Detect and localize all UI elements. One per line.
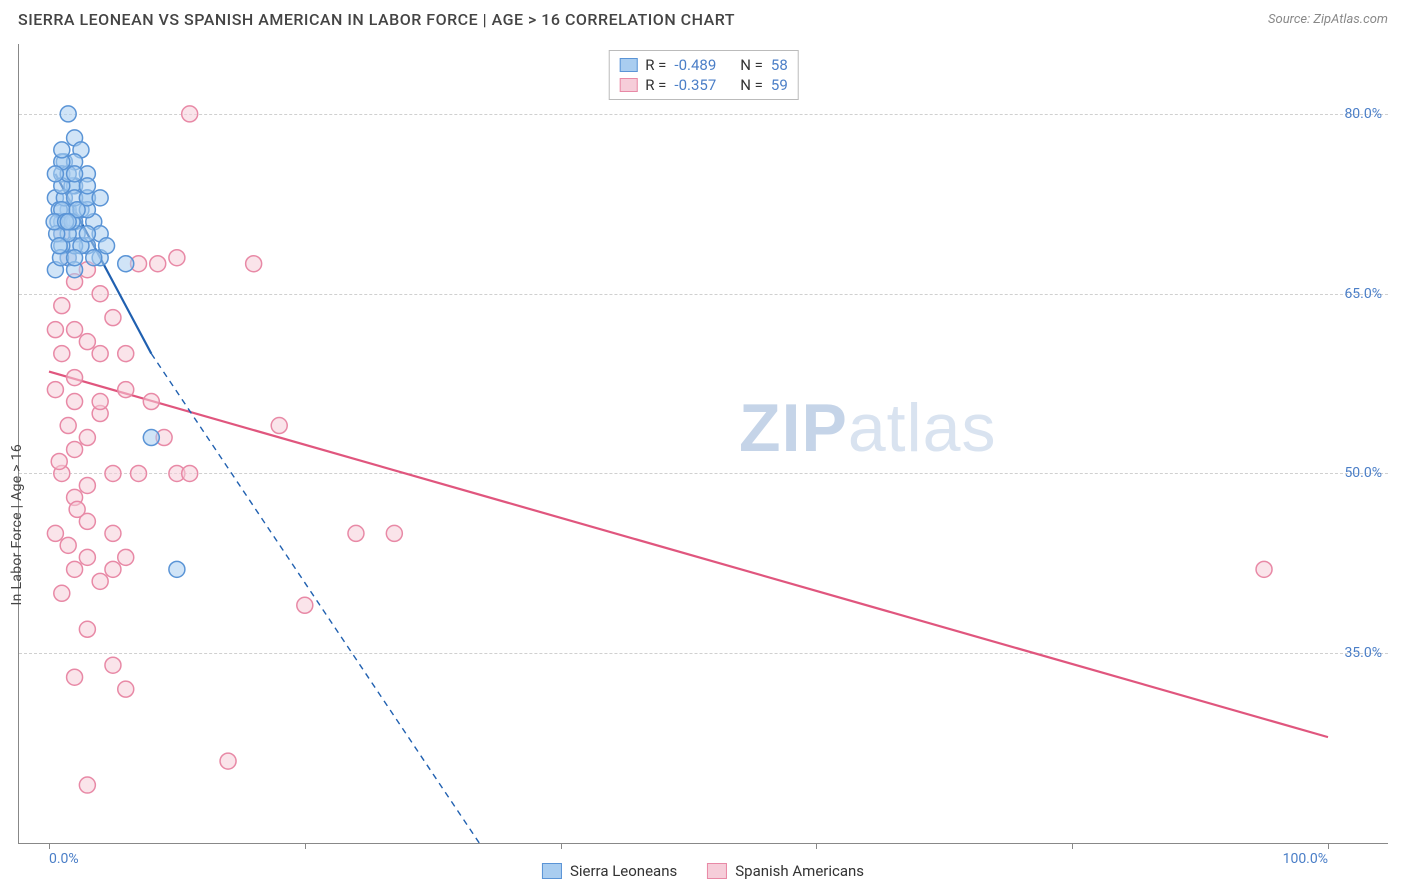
data-point: [67, 166, 83, 182]
corr-n-label: N =: [740, 76, 763, 94]
data-point: [67, 561, 83, 577]
legend-label-1: Sierra Leoneans: [570, 862, 677, 880]
data-point: [150, 256, 166, 272]
xtick-mark: [49, 843, 50, 849]
data-point: [105, 310, 121, 326]
data-point: [60, 214, 76, 230]
xtick-mark: [305, 843, 306, 849]
data-point: [79, 178, 95, 194]
data-point: [169, 561, 185, 577]
data-point: [92, 346, 108, 362]
data-point: [92, 190, 108, 206]
xtick-mark: [1072, 843, 1073, 849]
data-point: [169, 250, 185, 266]
data-point: [92, 573, 108, 589]
xtick-label: 100.0%: [1283, 851, 1328, 867]
data-point: [79, 549, 95, 565]
xtick-mark: [816, 843, 817, 849]
data-point: [118, 256, 134, 272]
scatter-plot-svg: [19, 44, 1388, 843]
corr-n-label: N =: [740, 56, 763, 74]
legend-item-2: Spanish Americans: [707, 862, 864, 880]
data-point: [99, 238, 115, 254]
data-point: [182, 465, 198, 481]
data-point: [297, 597, 313, 613]
data-point: [86, 250, 102, 266]
data-point: [67, 394, 83, 410]
data-point: [105, 561, 121, 577]
legend-swatch-1: [542, 863, 562, 879]
data-point: [131, 465, 147, 481]
data-point: [69, 501, 85, 517]
data-point: [67, 250, 83, 266]
xtick-mark: [561, 843, 562, 849]
corr-r-val-2: -0.357: [674, 76, 716, 94]
legend-swatch-2: [707, 863, 727, 879]
data-point: [348, 525, 364, 541]
chart-source: Source: ZipAtlas.com: [1268, 12, 1388, 27]
corr-r-label: R =: [645, 76, 666, 94]
data-point: [60, 106, 76, 122]
data-point: [54, 346, 70, 362]
data-point: [47, 525, 63, 541]
data-point: [79, 477, 95, 493]
bottom-legend: Sierra Leoneans Spanish Americans: [542, 862, 864, 880]
correlation-row-2: R = -0.357 N = 59: [619, 75, 788, 95]
corr-n-val-1: 58: [771, 56, 788, 74]
data-point: [47, 322, 63, 338]
data-point: [67, 322, 83, 338]
data-point: [60, 418, 76, 434]
data-point: [105, 525, 121, 541]
data-point: [246, 256, 262, 272]
data-point: [54, 585, 70, 601]
data-point: [54, 142, 70, 158]
trend-line-dashed: [151, 354, 496, 843]
correlation-row-1: R = -0.489 N = 58: [619, 55, 788, 75]
corr-n-val-2: 59: [771, 76, 788, 94]
data-point: [143, 394, 159, 410]
data-point: [79, 226, 95, 242]
data-point: [271, 418, 287, 434]
chart-title: SIERRA LEONEAN VS SPANISH AMERICAN IN LA…: [18, 10, 735, 29]
data-point: [67, 669, 83, 685]
data-point: [60, 537, 76, 553]
legend-item-1: Sierra Leoneans: [542, 862, 677, 880]
data-point: [1256, 561, 1272, 577]
data-point: [92, 286, 108, 302]
data-point: [51, 238, 67, 254]
corr-r-label: R =: [645, 56, 666, 74]
data-point: [105, 657, 121, 673]
data-point: [67, 370, 83, 386]
corr-r-val-1: -0.489: [674, 56, 716, 74]
data-point: [118, 681, 134, 697]
data-point: [118, 382, 134, 398]
chart-area: ZIPatlas In Labor Force | Age > 16 R = -…: [18, 44, 1388, 844]
data-point: [182, 106, 198, 122]
data-point: [105, 465, 121, 481]
data-point: [118, 549, 134, 565]
data-point: [47, 382, 63, 398]
legend-label-2: Spanish Americans: [735, 862, 864, 880]
data-point: [143, 430, 159, 446]
trend-line-solid: [49, 372, 1328, 738]
xtick-label: 0.0%: [49, 851, 79, 867]
corr-swatch-1: [619, 58, 637, 72]
correlation-box: R = -0.489 N = 58 R = -0.357 N = 59: [608, 50, 799, 100]
data-point: [67, 441, 83, 457]
data-point: [54, 298, 70, 314]
data-point: [220, 753, 236, 769]
data-point: [51, 453, 67, 469]
chart-header: SIERRA LEONEAN VS SPANISH AMERICAN IN LA…: [0, 0, 1406, 35]
data-point: [79, 430, 95, 446]
corr-swatch-2: [619, 78, 637, 92]
data-point: [92, 394, 108, 410]
xtick-mark: [1328, 843, 1329, 849]
data-point: [79, 777, 95, 793]
data-point: [118, 346, 134, 362]
data-point: [47, 166, 63, 182]
data-point: [79, 621, 95, 637]
data-point: [79, 334, 95, 350]
data-point: [386, 525, 402, 541]
